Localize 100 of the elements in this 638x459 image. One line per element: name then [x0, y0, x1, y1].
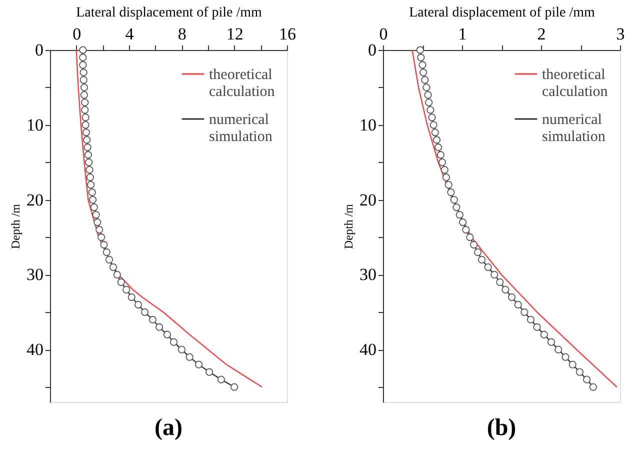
- point: [470, 240, 478, 249]
- y-tick-label: 10: [360, 115, 376, 134]
- y-tick-label: 40: [360, 340, 376, 360]
- point: [444, 181, 452, 189]
- point: [102, 248, 110, 256]
- legend-label: numerical simulation: [209, 112, 273, 145]
- point: [82, 114, 90, 122]
- point: [430, 121, 438, 129]
- x-tick-label: 2: [537, 24, 546, 44]
- point: [547, 338, 556, 346]
- x-axis-title: Lateral displacement of pile /mm: [76, 6, 262, 20]
- point: [81, 98, 89, 106]
- point: [421, 76, 429, 84]
- point: [148, 316, 157, 324]
- point: [163, 330, 171, 338]
- point: [96, 226, 104, 234]
- point: [86, 166, 94, 174]
- point: [79, 46, 87, 54]
- point: [94, 218, 102, 226]
- point: [86, 174, 94, 182]
- y-axis-title: Depth /m: [8, 203, 22, 249]
- point: [514, 300, 522, 308]
- point: [484, 263, 492, 271]
- point: [452, 203, 460, 212]
- point: [80, 91, 88, 99]
- point: [117, 278, 125, 286]
- point: [450, 196, 458, 204]
- x-tick-label: 0: [72, 24, 82, 44]
- point: [79, 61, 87, 69]
- x-tick-label: 1: [458, 24, 467, 44]
- point: [520, 308, 528, 316]
- point: [128, 293, 136, 301]
- point: [431, 128, 439, 136]
- point: [88, 188, 96, 196]
- point: [206, 368, 214, 376]
- point: [155, 323, 164, 331]
- point: [83, 136, 91, 144]
- point: [80, 76, 88, 84]
- point: [85, 158, 93, 166]
- point: [424, 91, 432, 99]
- point: [440, 166, 448, 174]
- x-tick-label: 16: [279, 24, 296, 44]
- point: [100, 240, 108, 249]
- point: [466, 233, 474, 242]
- point: [442, 174, 450, 182]
- x-axis-title: Lateral displacement of pile /mm: [409, 6, 596, 20]
- point: [84, 151, 92, 159]
- point: [438, 158, 446, 166]
- point: [122, 286, 130, 294]
- point: [490, 270, 498, 278]
- point: [434, 144, 442, 152]
- point: [458, 218, 467, 226]
- point: [462, 226, 470, 234]
- point: [425, 98, 433, 106]
- point: [80, 84, 88, 92]
- point: [416, 46, 424, 54]
- text: (b): [486, 415, 516, 441]
- point: [79, 54, 87, 62]
- point: [81, 106, 89, 114]
- point: [422, 84, 430, 92]
- point: [474, 248, 482, 256]
- y-tick-label: 0: [368, 40, 376, 60]
- point: [82, 121, 90, 129]
- point: [554, 346, 562, 354]
- point: [583, 376, 591, 384]
- y-tick-label: 30: [360, 265, 376, 284]
- point: [426, 106, 434, 114]
- point: [508, 293, 516, 301]
- point: [533, 323, 541, 331]
- point: [217, 376, 225, 384]
- point: [418, 61, 426, 69]
- point: [589, 383, 597, 391]
- point: [432, 136, 441, 144]
- point: [170, 338, 178, 346]
- point: [576, 368, 584, 376]
- text: (a): [154, 415, 182, 441]
- point: [109, 263, 118, 271]
- point: [178, 346, 186, 354]
- point: [194, 360, 203, 368]
- point: [82, 128, 90, 136]
- point: [417, 54, 425, 62]
- point: [562, 353, 570, 361]
- y-tick-label: 30: [26, 265, 44, 284]
- x-tick-label: 8: [178, 24, 186, 44]
- x-tick-label: 0: [379, 24, 388, 44]
- x-tick-label: 3: [616, 24, 625, 44]
- legend-label: theoretical calculation: [209, 67, 276, 100]
- point: [496, 278, 504, 286]
- point: [88, 196, 97, 204]
- point: [113, 270, 121, 278]
- y-tick-label: 20: [26, 190, 44, 210]
- x-tick-label: 4: [125, 24, 134, 44]
- point: [456, 210, 464, 219]
- y-tick-label: 10: [26, 115, 44, 134]
- point: [84, 144, 92, 152]
- point: [87, 181, 95, 189]
- point: [230, 383, 238, 391]
- point: [98, 233, 106, 242]
- legend-label: theoretical calculation: [542, 67, 608, 100]
- y-axis-title: Depth /m: [342, 203, 356, 249]
